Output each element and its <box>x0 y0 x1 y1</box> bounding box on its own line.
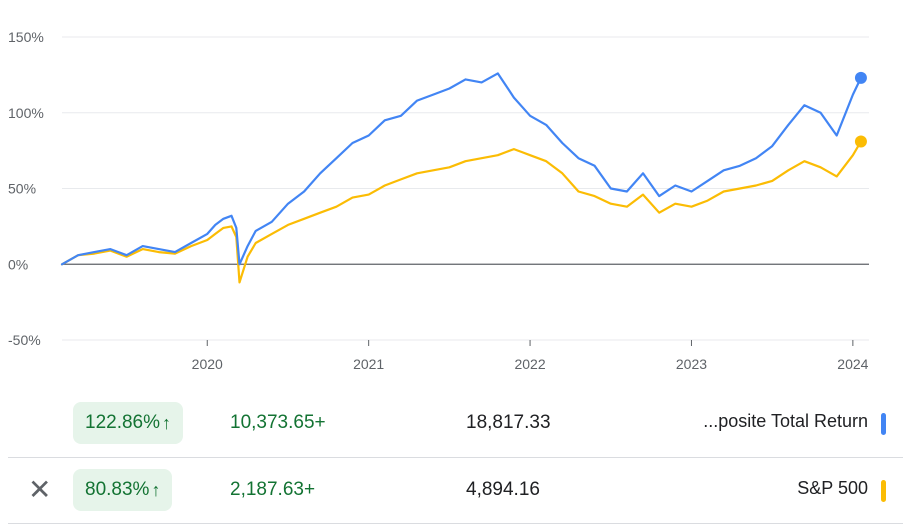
y-axis-ticks: 150% 100% 50% 0% -50% <box>8 29 44 348</box>
x-tick-label: 2020 <box>192 356 223 372</box>
arrow-up-icon: ↑ <box>151 479 161 500</box>
series-line <box>60 140 863 284</box>
percent-change-badge: 80.83% ↑ <box>73 469 173 511</box>
comparison-chart: 150% 100% 50% 0% -50% 2020 2021 2022 2023 2024 <box>8 29 869 372</box>
series-end-dots <box>854 71 867 148</box>
absolute-change: 10,373.65+ <box>230 412 326 433</box>
series-lines <box>60 72 863 284</box>
series-line <box>60 72 863 266</box>
series-name: S&P 500 <box>797 478 868 498</box>
y-tick-label: 100% <box>8 105 44 121</box>
percent-change-badge: 122.86% ↑ <box>73 402 184 444</box>
x-tick-label: 2022 <box>514 356 545 372</box>
row-divider <box>8 523 903 524</box>
arrow-up-icon: ↑ <box>162 412 172 433</box>
series-row-sp500[interactable]: ✕ 80.83% ↑ 2,187.63+ 4,894.16 S&P 500 <box>8 460 903 522</box>
absolute-change: 2,187.63+ <box>230 479 316 500</box>
row-divider <box>8 457 903 458</box>
series-color-marker <box>881 480 886 502</box>
x-axis-ticks: 2020 2021 2022 2023 2024 <box>192 340 869 372</box>
x-tick-label: 2024 <box>837 356 868 372</box>
percent-change-value: 122.86% <box>85 412 161 433</box>
close-icon[interactable]: ✕ <box>28 474 52 505</box>
x-tick-label: 2021 <box>353 356 384 372</box>
y-tick-label: 50% <box>8 181 36 197</box>
series-end-dot <box>854 71 867 84</box>
gridlines <box>62 36 869 341</box>
current-price: 18,817.33 <box>466 412 551 433</box>
current-price: 4,894.16 <box>466 479 540 500</box>
series-end-dot <box>854 135 867 148</box>
y-tick-label: -50% <box>8 332 41 348</box>
y-tick-label: 0% <box>8 256 28 272</box>
series-color-marker <box>881 413 886 435</box>
series-name: ...posite Total Return <box>703 411 868 431</box>
percent-change-value: 80.83% <box>85 479 150 500</box>
x-tick-label: 2023 <box>676 356 707 372</box>
series-row-composite[interactable]: 122.86% ↑ 10,373.65+ 18,817.33 ...posite… <box>8 393 903 455</box>
y-tick-label: 150% <box>8 29 44 45</box>
